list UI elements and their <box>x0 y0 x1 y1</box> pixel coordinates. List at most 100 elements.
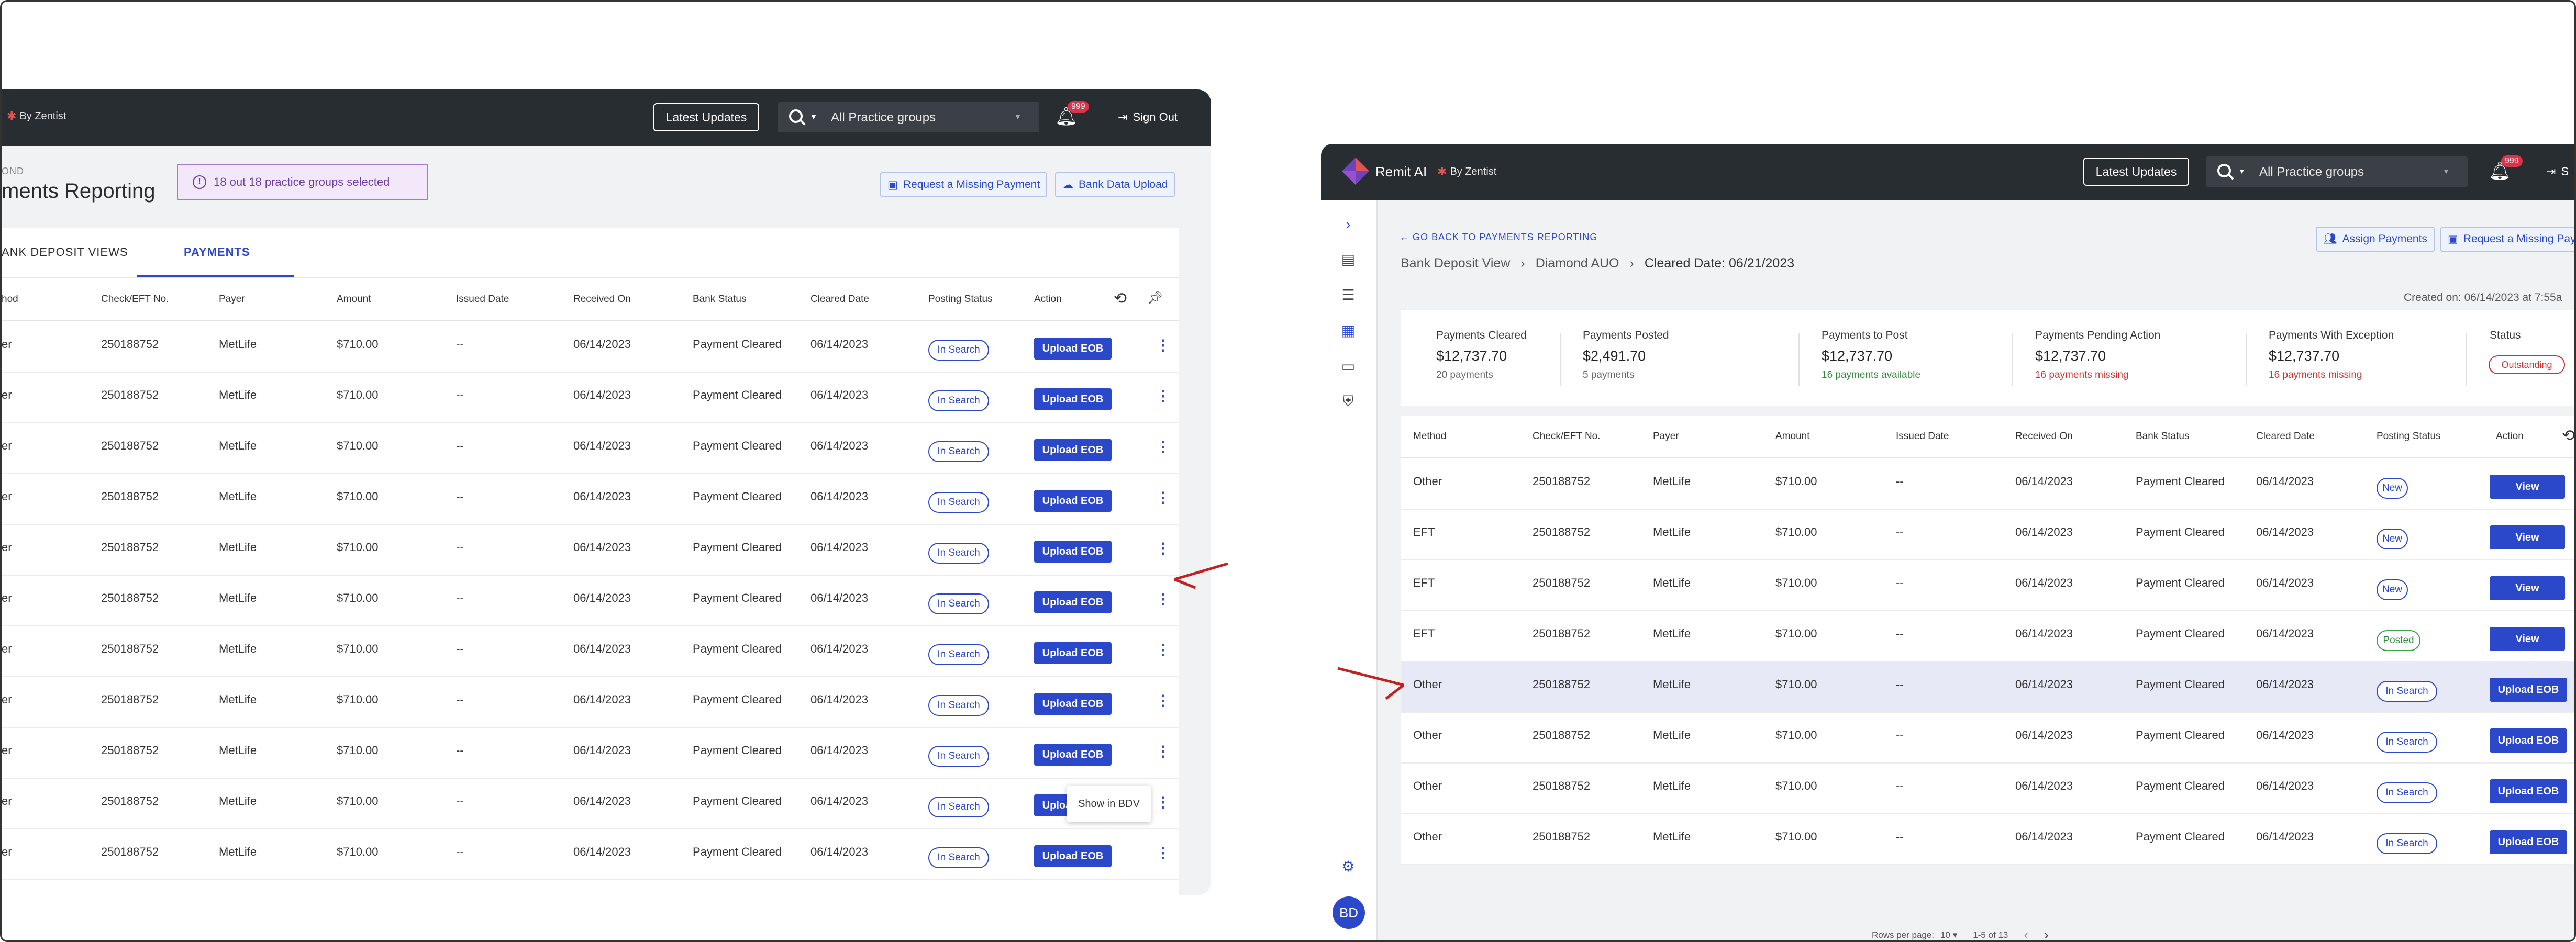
assign-payments-button[interactable]: 👥︎ Assign Payments <box>2316 227 2435 252</box>
sign-out-button[interactable]: ⇥ Sign Out <box>1118 110 1178 124</box>
upload-eob-button[interactable]: Upload EOB <box>1034 591 1112 613</box>
upload-eob-button[interactable]: Upload EOB <box>2490 830 2567 854</box>
upload-eob-button[interactable]: Upload EOB <box>2490 678 2567 702</box>
list-icon[interactable]: ☰ <box>1341 286 1355 303</box>
table-cell: EFT <box>1413 627 1435 640</box>
view-button[interactable]: View <box>2490 525 2565 550</box>
column-header[interactable]: Check/EFT No. <box>101 294 169 305</box>
settings-gear-icon[interactable]: ⚙ <box>1341 858 1355 874</box>
user-avatar[interactable]: BD <box>1333 896 1365 929</box>
request-missing-payment-button[interactable]: ▣ Request a Missing Pay <box>2440 227 2574 252</box>
upload-eob-button[interactable]: Upload EOB <box>1034 541 1112 563</box>
column-header[interactable]: Cleared Date <box>810 294 869 305</box>
sign-out-button[interactable]: ⇥ S <box>2546 165 2569 178</box>
table-row[interactable]: Other 250188752 MetLife $710.00 -- 06/14/2023… <box>1401 459 2574 510</box>
column-header[interactable]: Method <box>1413 431 1447 442</box>
chevron-down-icon[interactable]: ▼ <box>2238 167 2246 175</box>
request-missing-payment-button[interactable]: ▣ Request a Missing Payment <box>880 172 1048 197</box>
latest-updates-button[interactable]: Latest Updates <box>2083 158 2189 186</box>
row-menu-icon[interactable]: ⋮ <box>1156 337 1170 353</box>
column-header[interactable]: Issued Date <box>1896 431 1949 442</box>
row-menu-icon[interactable]: ⋮ <box>1156 439 1170 455</box>
latest-updates-button[interactable]: Latest Updates <box>653 103 759 131</box>
column-header[interactable]: Amount <box>1775 431 1810 442</box>
upload-eob-button[interactable]: Upload EOB <box>1034 845 1112 867</box>
table-cell: -- <box>456 794 464 808</box>
row-menu-icon[interactable]: ⋮ <box>1156 489 1170 506</box>
upload-eob-button[interactable]: Upload EOB <box>1034 693 1112 715</box>
tab-bank-deposit-views[interactable]: ANK DEPOSIT VIEWS <box>2 245 128 259</box>
practice-group-search[interactable]: ▼ All Practice groups ▼ <box>2206 156 2468 187</box>
table-row[interactable]: EFT 250188752 MetLife $710.00 -- 06/14/2023 Pa… <box>1401 560 2574 611</box>
table-row[interactable]: Other 250188752 MetLife $710.00 -- 06/14/2023… <box>1401 713 2574 764</box>
row-menu-icon[interactable]: ⋮ <box>1156 845 1170 861</box>
back-to-payments-link[interactable]: ← GO BACK TO PAYMENTS REPORTING <box>1400 232 1598 242</box>
column-header[interactable]: Payer <box>219 294 245 305</box>
column-header[interactable]: Bank Status <box>2136 431 2190 442</box>
column-header[interactable]: Posting Status <box>2377 431 2441 442</box>
upload-eob-button[interactable]: Upload EOB <box>1034 439 1112 461</box>
row-menu-icon[interactable]: ⋮ <box>1156 794 1170 810</box>
dropdown-caret-icon[interactable]: ▼ <box>2442 167 2450 175</box>
column-header[interactable]: Issued Date <box>456 294 509 305</box>
table-row[interactable]: Other 250188752 MetLife $710.00 -- 06/14/2023… <box>1401 764 2574 814</box>
history-icon[interactable]: ⟲ <box>1114 290 1127 307</box>
breadcrumb[interactable]: OND <box>2 166 24 176</box>
crumb-bank-deposit-view[interactable]: Bank Deposit View <box>1401 256 1511 271</box>
column-header[interactable]: Received On <box>573 294 631 305</box>
column-header[interactable]: Received On <box>2015 431 2073 442</box>
upload-eob-button[interactable]: Upload EOB <box>1034 338 1112 360</box>
upload-eob-button[interactable]: Upload EOB <box>1034 744 1112 766</box>
row-menu-icon[interactable]: ⋮ <box>1156 692 1170 709</box>
upload-eob-button[interactable]: Upload EOB <box>1034 490 1112 512</box>
summary-label: Payments Pending Action <box>2035 329 2161 341</box>
upload-eob-button[interactable]: Upload EOB <box>2490 779 2567 803</box>
table-row[interactable]: Other 250188752 MetLife $710.00 -- 06/14/2023… <box>1401 814 2574 865</box>
table-cell: $710.00 <box>337 794 379 808</box>
view-button[interactable]: View <box>2490 475 2565 499</box>
upload-eob-button[interactable]: Upload EOB <box>1034 388 1112 410</box>
column-header[interactable]: Bank Status <box>693 294 747 305</box>
practice-group-search[interactable]: ▼ All Practice groups ▼ <box>778 102 1039 132</box>
row-menu-icon[interactable]: ⋮ <box>1156 743 1170 759</box>
chevron-down-icon[interactable]: ▼ <box>810 113 817 121</box>
table-row[interactable]: EFT 250188752 MetLife $710.00 -- 06/14/2023 Pa… <box>1401 611 2574 662</box>
expand-chevron-icon[interactable]: › <box>1346 216 1351 232</box>
row-menu-icon[interactable]: ⋮ <box>1156 388 1170 404</box>
column-header[interactable]: Cleared Date <box>2256 431 2315 442</box>
row-menu-icon[interactable]: ⋮ <box>1156 591 1170 607</box>
table-row: er 250188752 MetLife $710.00 -- 06/14/2023 Pay… <box>2 626 1179 677</box>
column-header[interactable]: Amount <box>337 294 371 305</box>
folder-icon[interactable]: ▭ <box>1341 357 1356 374</box>
shield-check-icon[interactable]: ⛨ <box>1342 392 1354 409</box>
summary-value: $12,737.70 <box>2035 348 2106 364</box>
column-header[interactable]: Check/EFT No. <box>1533 431 1601 442</box>
table-row[interactable]: Other 250188752 MetLife $710.00 -- 06/14/2023… <box>1401 662 2574 713</box>
bank-data-upload-button[interactable]: ☁ Bank Data Upload <box>1055 172 1175 197</box>
view-button[interactable]: View <box>2490 627 2565 651</box>
crumb-diamond-auo[interactable]: Diamond AUO <box>1535 256 1619 271</box>
rows-per-page-select[interactable]: 10 ▾ <box>1940 929 1958 940</box>
tab-payments[interactable]: PAYMENTS <box>184 245 250 259</box>
upload-eob-button[interactable]: Upload EOB <box>2490 728 2567 753</box>
context-menu-show-in-bdv[interactable]: Show in BDV <box>1067 786 1151 822</box>
pin-icon[interactable]: 📌︎ <box>1147 291 1163 305</box>
column-header[interactable]: Payer <box>1653 431 1679 442</box>
view-button[interactable]: View <box>2490 576 2565 600</box>
table-row[interactable]: EFT 250188752 MetLife $710.00 -- 06/14/2023 Pa… <box>1401 510 2574 560</box>
table-icon[interactable]: ▦ <box>1341 322 1356 339</box>
upload-eob-button[interactable]: Upload EOB <box>1034 642 1112 664</box>
row-menu-icon[interactable]: ⋮ <box>1156 642 1170 658</box>
prev-page-icon[interactable]: ‹ <box>2024 927 2029 942</box>
bar-chart-icon[interactable]: ▤ <box>1341 251 1356 267</box>
status-badge: Outstanding <box>2489 355 2565 374</box>
column-header[interactable]: Action <box>2496 431 2524 442</box>
dropdown-caret-icon[interactable]: ▼ <box>1014 113 1021 121</box>
column-header[interactable]: Posting Status <box>928 294 993 305</box>
column-header[interactable]: hod <box>2 294 18 305</box>
history-icon[interactable]: ⟲ <box>2562 427 2575 444</box>
posting-status-badge: In Search <box>928 746 989 767</box>
column-header[interactable]: Action <box>1034 294 1062 305</box>
row-menu-icon[interactable]: ⋮ <box>1156 540 1170 556</box>
next-page-icon[interactable]: › <box>2044 927 2049 942</box>
